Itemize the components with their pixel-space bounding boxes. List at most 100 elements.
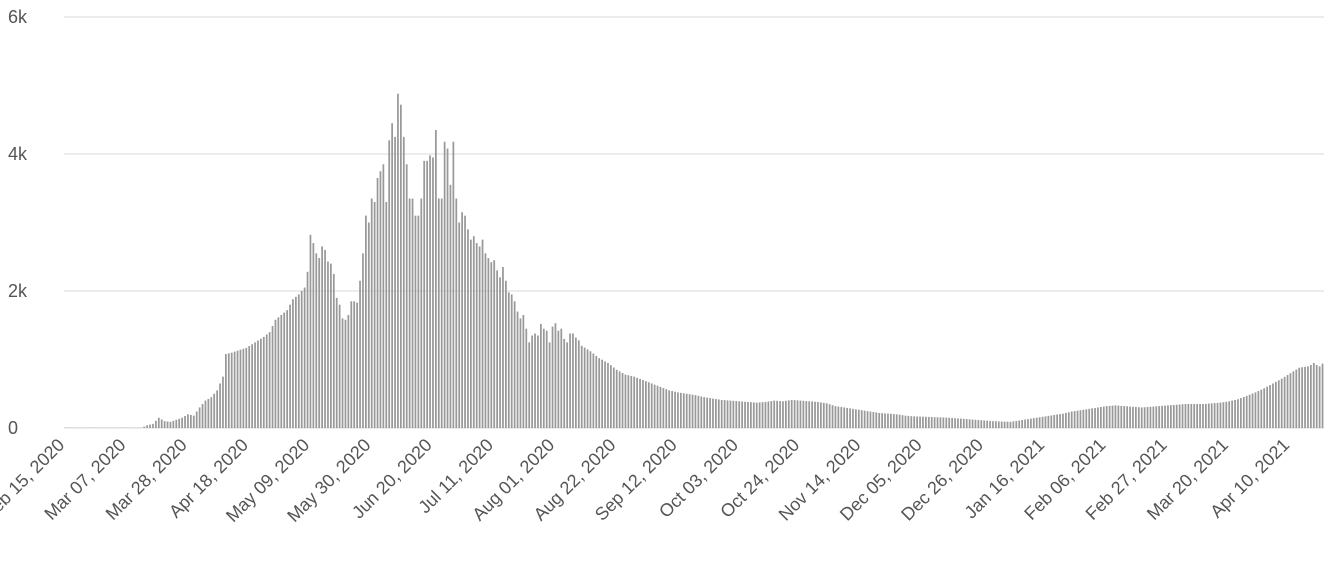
bar	[394, 136, 396, 429]
bar	[190, 414, 192, 428]
bar	[330, 263, 332, 428]
bar	[505, 280, 507, 428]
bar	[659, 386, 662, 428]
bar	[1196, 404, 1198, 428]
bar	[857, 409, 860, 428]
bar	[1041, 416, 1044, 428]
bar	[685, 393, 688, 428]
bar	[70, 427, 73, 428]
bar	[927, 416, 930, 428]
bar	[1152, 406, 1155, 428]
bar	[1295, 369, 1298, 428]
bar	[271, 325, 274, 428]
bar	[356, 302, 358, 428]
bar	[875, 412, 878, 428]
bar	[688, 394, 691, 428]
bar	[682, 393, 685, 428]
bar	[933, 417, 936, 428]
bar	[610, 365, 612, 428]
bar	[192, 415, 195, 428]
bar	[201, 404, 204, 428]
bar	[855, 409, 857, 428]
bar	[245, 347, 248, 428]
bar	[1234, 399, 1236, 428]
bar	[647, 382, 650, 428]
bar	[1237, 399, 1239, 428]
bar	[831, 405, 834, 428]
bar	[793, 400, 796, 428]
bar	[236, 350, 239, 428]
bar	[586, 349, 589, 428]
bar	[1070, 411, 1073, 428]
bar	[645, 381, 647, 428]
bar	[478, 246, 481, 428]
bar	[1032, 418, 1035, 428]
bar	[1149, 406, 1152, 428]
bar	[213, 393, 216, 428]
bar	[318, 258, 321, 428]
bar	[1030, 418, 1032, 428]
bar	[1231, 400, 1233, 428]
bar	[840, 406, 843, 428]
bar	[1100, 406, 1102, 428]
bar	[79, 427, 81, 428]
bar	[475, 243, 478, 428]
bar	[391, 123, 393, 429]
bar	[989, 420, 991, 428]
bar	[545, 330, 548, 428]
bar	[761, 402, 764, 428]
bar	[957, 418, 959, 428]
bar	[767, 401, 770, 428]
bar	[892, 414, 895, 428]
bar	[265, 334, 268, 428]
bar	[496, 270, 498, 428]
bar	[680, 392, 682, 428]
bar	[1222, 402, 1225, 428]
bar	[178, 418, 181, 428]
bar	[936, 417, 939, 428]
bar	[790, 399, 793, 428]
bar	[420, 198, 423, 428]
bar	[1067, 412, 1070, 428]
bar	[557, 330, 560, 428]
bar	[1315, 364, 1318, 428]
bar	[706, 397, 708, 428]
bar	[502, 267, 504, 428]
bar	[1301, 367, 1303, 428]
bar	[470, 239, 472, 429]
bar	[653, 384, 656, 428]
bar	[262, 336, 265, 428]
bar	[1242, 396, 1245, 428]
bar	[837, 406, 840, 428]
bar	[1207, 403, 1210, 428]
bar	[700, 396, 703, 428]
bar	[519, 318, 522, 428]
bar	[181, 417, 183, 428]
bar	[525, 328, 528, 428]
bar	[697, 395, 700, 428]
bar	[1021, 419, 1023, 428]
bar	[1129, 406, 1131, 428]
bar	[919, 416, 921, 428]
bar	[280, 314, 283, 428]
bar	[1321, 363, 1324, 428]
bar	[1108, 405, 1111, 428]
bar	[99, 427, 102, 428]
bar	[1225, 401, 1228, 428]
bar	[379, 171, 382, 429]
bar	[752, 402, 755, 428]
bar	[954, 418, 956, 428]
bar	[155, 420, 157, 428]
bar	[513, 301, 516, 428]
bar	[709, 398, 711, 428]
bar	[750, 402, 752, 428]
bar	[1102, 406, 1105, 428]
bar	[773, 400, 776, 428]
bar	[884, 413, 886, 428]
bar	[1018, 420, 1021, 428]
bar	[1298, 367, 1301, 428]
bar	[455, 198, 458, 428]
bar	[382, 164, 385, 428]
bar	[548, 342, 551, 429]
